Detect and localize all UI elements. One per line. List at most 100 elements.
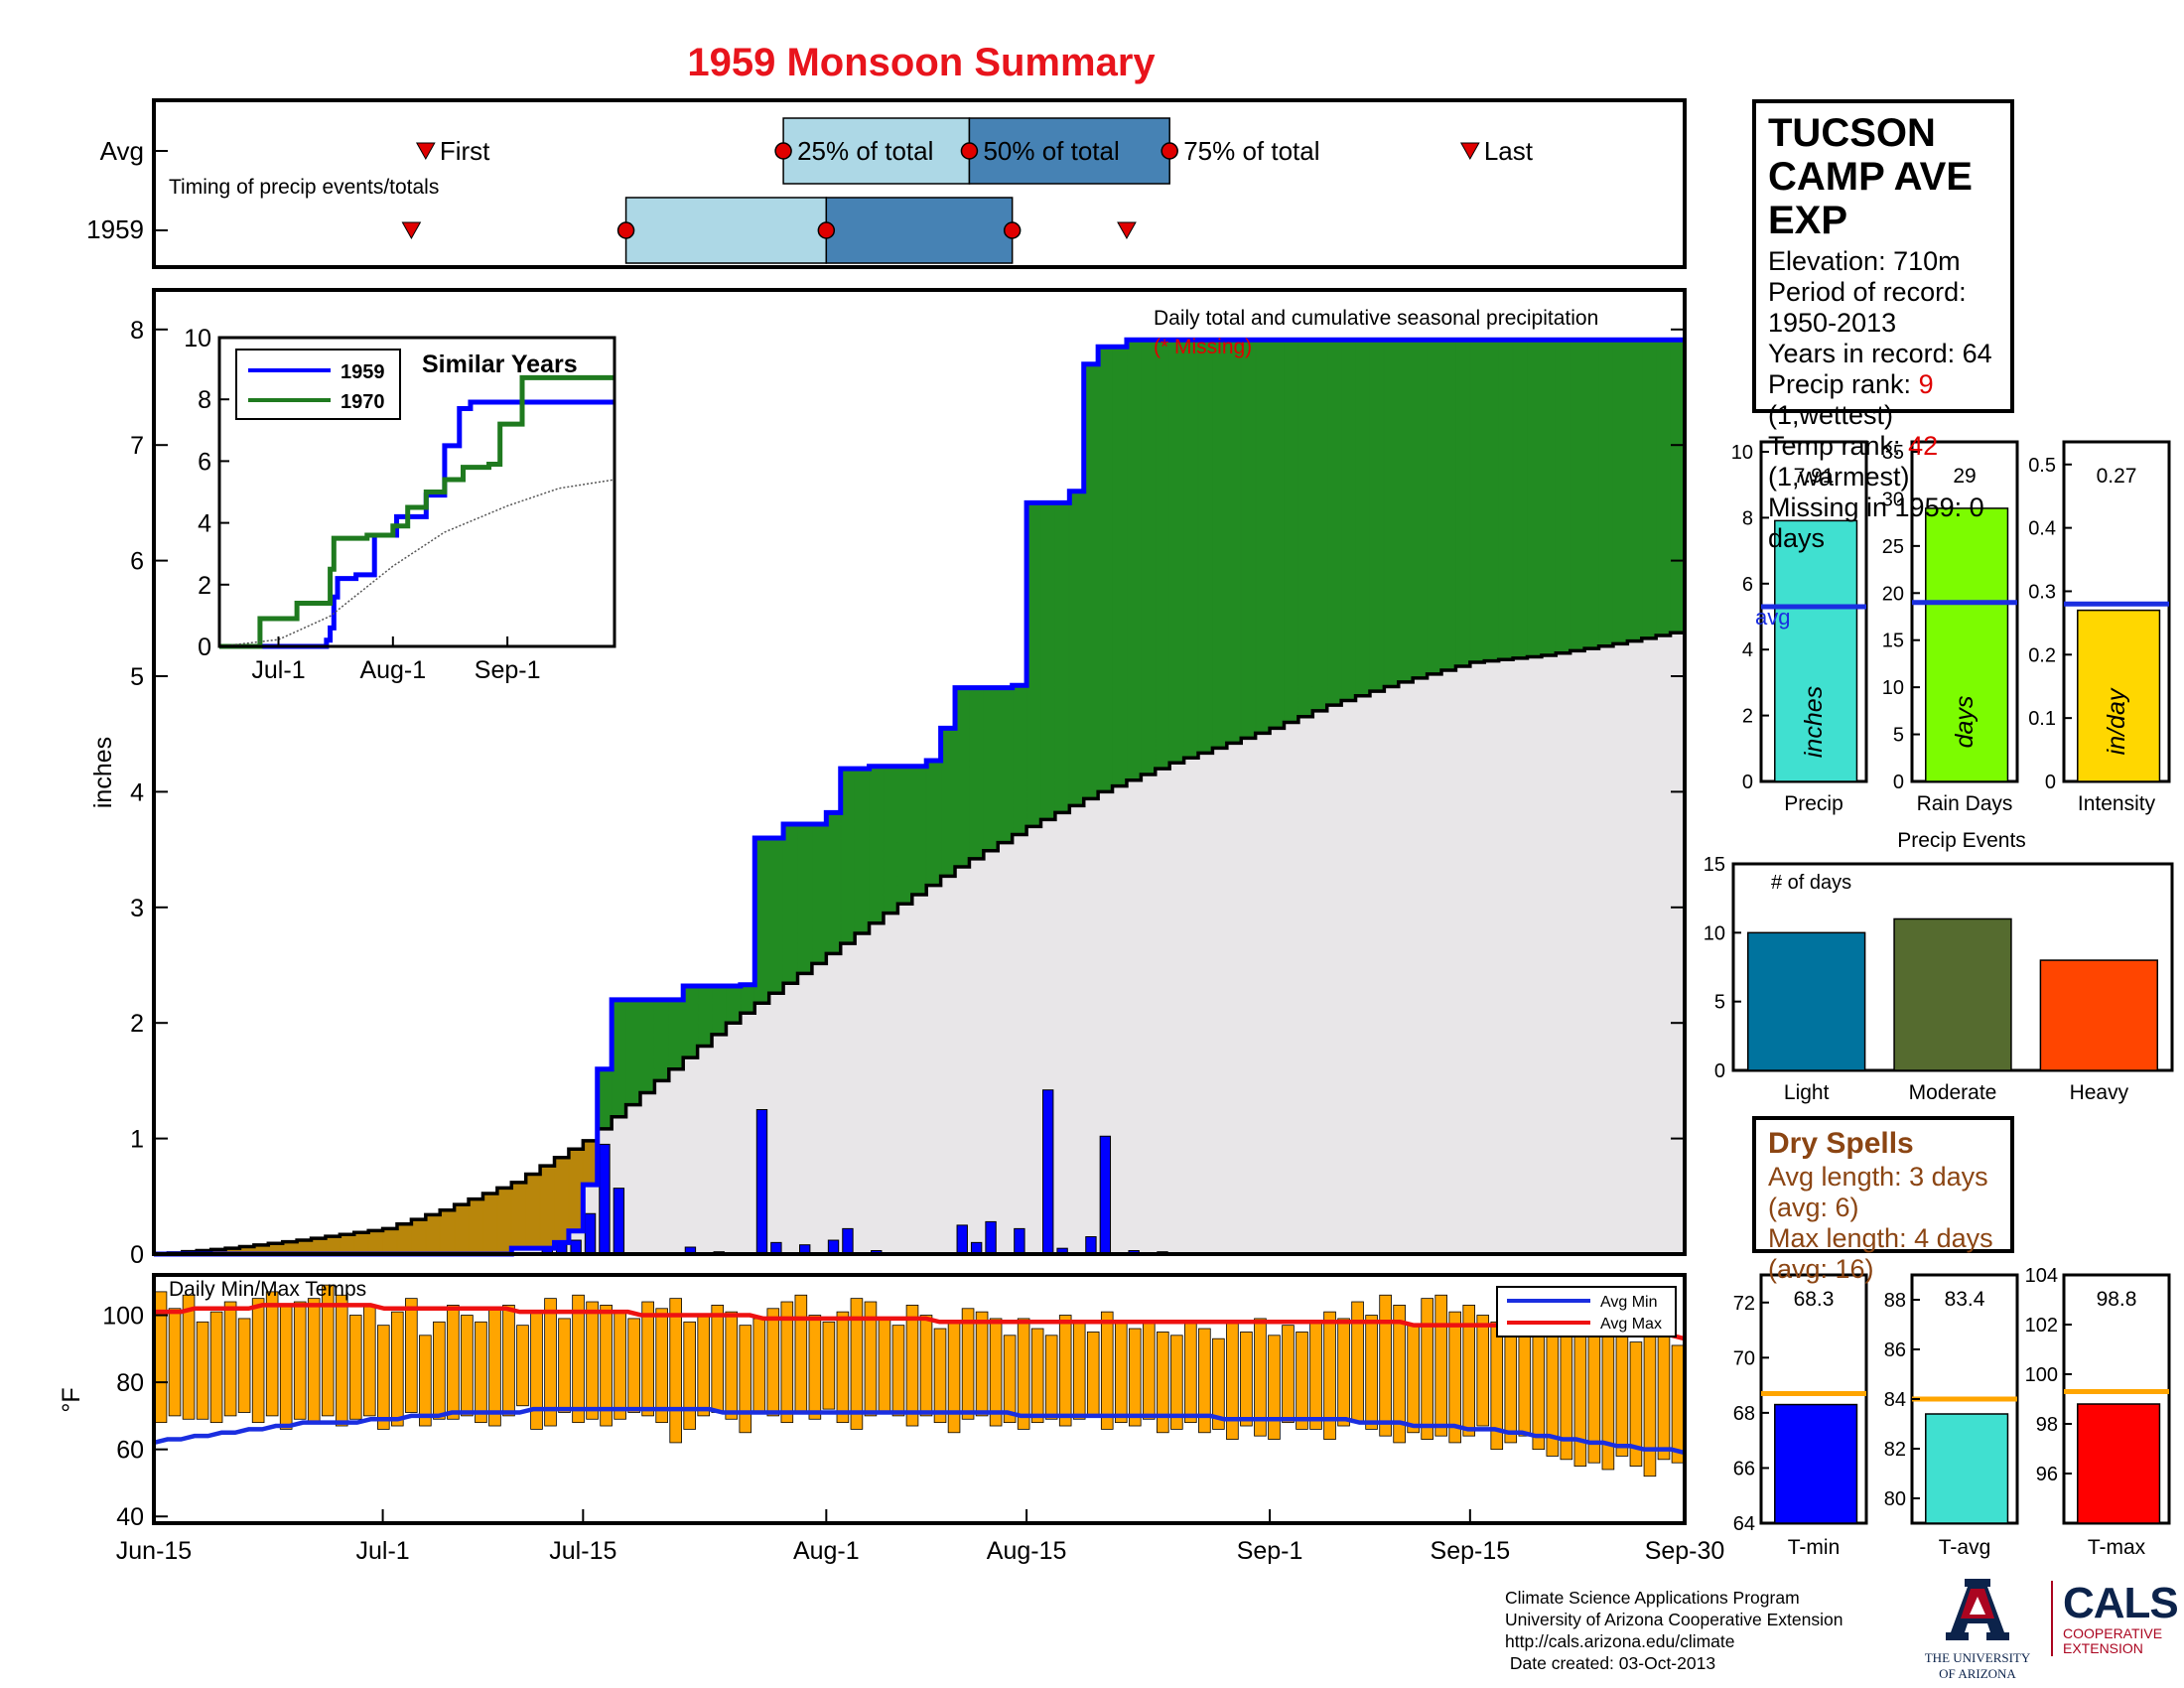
- dry-spells-max: Max length: 4 days (avg: 16): [1768, 1223, 1993, 1284]
- daily-temp-bar: [850, 1298, 864, 1430]
- totals-ytick-label-0: 6: [1742, 574, 1753, 596]
- daily-precip-bar: [827, 1239, 840, 1255]
- daily-temp-bar: [461, 1315, 474, 1417]
- arizona-a-icon: [1946, 1579, 2009, 1640]
- totals-ytick-label-1: 20: [1882, 583, 1904, 605]
- daily-temp-bar: [1030, 1328, 1044, 1424]
- station-precip-rank: Precip rank: 9 (1,wettest): [1768, 369, 1998, 431]
- cals-logo-line-1: COOPERATIVE: [2063, 1625, 2163, 1641]
- daily-temp-bar: [1157, 1332, 1169, 1434]
- totals-value-label-0: 7.91: [1794, 465, 1835, 488]
- precip-missing-note: (* Missing): [1154, 336, 1252, 358]
- xtick-label: Aug-1: [793, 1537, 860, 1565]
- xtick-label: Sep-1: [1237, 1537, 1303, 1565]
- precip-chart-title: Daily total and cumulative seasonal prec…: [1154, 307, 1598, 330]
- totals-ytick-label-1: 30: [1882, 489, 1904, 510]
- daily-temp-bar: [307, 1298, 321, 1424]
- daily-temp-bar: [822, 1321, 836, 1410]
- daily-temp-bar: [348, 1315, 362, 1420]
- xtick-label: Aug-15: [987, 1537, 1067, 1565]
- daily-temp-bar: [669, 1298, 682, 1444]
- temps-small-ytick-label-2: 96: [2036, 1464, 2058, 1485]
- totals-ytick-label-2: 0.3: [2028, 581, 2056, 603]
- temp-rank-label: Temp rank:: [1768, 431, 1909, 461]
- daily-temp-bar: [1100, 1311, 1114, 1430]
- totals-category-label-1: Rain Days: [1917, 792, 2013, 815]
- daily-temp-bar: [1671, 1344, 1685, 1464]
- temps-small-ytick-label-1: 84: [1884, 1389, 1906, 1411]
- daily-temp-bar: [1573, 1325, 1587, 1467]
- temps-plot: [153, 1284, 1686, 1477]
- daily-temp-bar: [182, 1294, 196, 1420]
- event-category-label: Heavy: [2070, 1081, 2129, 1104]
- precip-events-panel: Light Moderate Heavy 0 5 10 15 Precip Events #…: [1704, 829, 2174, 1104]
- temps-title: Daily Min/Max Temps: [169, 1278, 366, 1301]
- totals-unit-label-0: inches: [1800, 686, 1828, 758]
- events-ytick-label: 5: [1714, 992, 1725, 1014]
- daily-temp-bar: [1393, 1305, 1406, 1444]
- totals-ytick-label-1: 5: [1893, 725, 1904, 747]
- timing-label-last: Last: [1484, 136, 1534, 166]
- temps-small-category-label-1: T-avg: [1939, 1536, 1991, 1559]
- timing-first-marker-1959: [401, 221, 422, 240]
- daily-temp-bar: [419, 1335, 432, 1427]
- daily-temp-bar: [641, 1301, 654, 1417]
- precip-ytick-label: 4: [130, 778, 144, 806]
- daily-precip-bar: [755, 1109, 768, 1255]
- daily-temp-bar: [1448, 1311, 1461, 1444]
- temps-ylabel: °F: [58, 1387, 85, 1412]
- totals-category-label-0: Precip: [1784, 792, 1843, 815]
- daily-temp-bar: [1407, 1325, 1420, 1434]
- event-bar-moderate: [1893, 917, 2012, 1071]
- timing-box-50-75-1959: [825, 197, 1014, 264]
- daily-temp-bar: [196, 1321, 209, 1420]
- daily-temp-bar: [1365, 1315, 1378, 1430]
- daily-temp-bar: [237, 1318, 251, 1413]
- timing-p25-marker-avg: [774, 142, 792, 160]
- temps-legend: Avg Min Avg Max: [1496, 1286, 1677, 1337]
- temps-small-ytick-label-0: 68: [1733, 1403, 1755, 1425]
- daily-precip-bar: [1085, 1236, 1097, 1255]
- totals-ytick-label-2: 0.1: [2028, 708, 2056, 730]
- daily-temp-bar: [321, 1284, 335, 1417]
- daily-temp-bar: [558, 1318, 571, 1413]
- cals-logo-line-2: EXTENSION: [2063, 1640, 2143, 1656]
- credits-line-1: Climate Science Applications Program: [1505, 1588, 1800, 1608]
- precip-ytick-label: 3: [130, 895, 144, 922]
- daily-temp-bar: [1296, 1332, 1308, 1430]
- daily-temp-bar: [1323, 1311, 1336, 1440]
- daily-temp-bar: [780, 1301, 794, 1424]
- precip-ytick-label: 7: [130, 432, 144, 460]
- timing-p50-marker-1959: [817, 221, 836, 239]
- totals-unit-label-2: in/day: [2103, 687, 2130, 755]
- daily-temp-bar: [1003, 1335, 1017, 1424]
- events-plot: Light Moderate Heavy 0 5 10 15: [1704, 854, 2159, 1104]
- daily-temp-bar: [614, 1311, 626, 1420]
- daily-temp-bar: [447, 1305, 460, 1420]
- temps-small-ytick-label-1: 86: [1884, 1339, 1906, 1361]
- totals-ytick-label-0: 4: [1742, 639, 1753, 661]
- daily-temp-bar: [223, 1301, 237, 1417]
- timing-p25-marker-1959: [616, 221, 635, 239]
- daily-temp-bar: [265, 1291, 279, 1417]
- temps-ytick-label: 40: [116, 1503, 144, 1531]
- daily-temp-bar: [433, 1321, 446, 1420]
- timing-last-marker-1959: [1117, 221, 1137, 240]
- station-missing: Missing in 1959: 0 days: [1768, 492, 1984, 553]
- daily-temp-bar: [168, 1308, 182, 1417]
- daily-precip-bar: [985, 1220, 997, 1255]
- inset-ytick-label: 2: [198, 572, 211, 600]
- daily-temp-bar: [683, 1321, 696, 1430]
- totals-ytick-label-1: 15: [1882, 631, 1904, 652]
- temps-axes-frame: [152, 1273, 1687, 1525]
- events-note: # of days: [1771, 872, 1851, 894]
- daily-temp-bar: [530, 1311, 543, 1430]
- precip-ytick-label: 2: [130, 1010, 144, 1038]
- station-temp-rank: Temp rank: 42 (1,warmest): [1768, 431, 1998, 492]
- daily-temp-bar: [1017, 1318, 1030, 1430]
- seasonal-temps-panels: 68.3 T-min 64 66 68 70 72 83.4 T-avg 80 82 84 86 88 98…: [1733, 1265, 2171, 1559]
- seasonal-totals-panels: 7.91 inches Precip 0 2 4 6 8 10 avg 29 days Rain Day…: [1731, 440, 2171, 815]
- timing-p50-marker-avg: [960, 142, 979, 160]
- ua-logo-line-2: OF ARIZONA: [1939, 1666, 2016, 1681]
- station-name: TUCSON CAMP AVE EXP: [1768, 111, 1973, 242]
